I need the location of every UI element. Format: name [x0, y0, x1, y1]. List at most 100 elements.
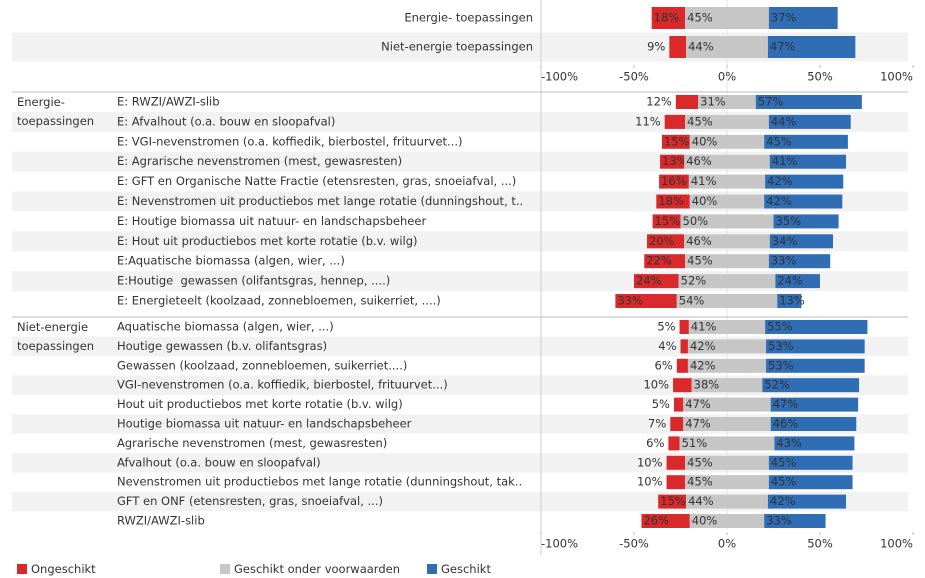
- category-label: E: Afvalhout (o.a. bouw en sloopafval): [117, 114, 335, 128]
- bar-segment: [689, 194, 765, 209]
- data-label: 52%: [681, 274, 707, 288]
- bar-segment: [679, 320, 689, 334]
- category-label: Aquatische biomassa (algen, wier, ...): [117, 320, 334, 334]
- data-label: 13%: [779, 294, 805, 308]
- bar-segment: [668, 436, 680, 451]
- bar-segment: [766, 339, 865, 354]
- bar-segment: [689, 134, 765, 149]
- x-tick-label: 50%: [807, 70, 833, 84]
- data-label: 11%: [635, 114, 661, 128]
- bar-segment: [769, 234, 834, 249]
- data-label: 42%: [770, 494, 796, 508]
- bar-segment: [651, 7, 686, 29]
- bar-segment: [661, 134, 690, 149]
- x-tick-label: 100%: [880, 537, 913, 551]
- data-label: 47%: [685, 417, 711, 431]
- bar-segment: [765, 174, 844, 189]
- data-label: 22%: [646, 254, 672, 268]
- category-label: Gewassen (koolzaad, zonnebloemen, suiker…: [117, 358, 407, 372]
- bar-segment: [666, 475, 686, 490]
- bar-segment: [659, 174, 689, 189]
- data-label: 47%: [773, 397, 799, 411]
- bar-segment: [770, 397, 859, 412]
- data-label: 53%: [768, 358, 794, 372]
- bar-segment: [664, 114, 686, 129]
- legend-swatch: [220, 564, 230, 574]
- bar-segment: [684, 154, 770, 169]
- bar-segment: [685, 114, 769, 129]
- data-label: 41%: [772, 154, 798, 168]
- bar-segment: [687, 358, 767, 373]
- bar-segment: [684, 234, 770, 249]
- data-label: 10%: [637, 475, 663, 489]
- data-label: 46%: [686, 234, 712, 248]
- data-label: 42%: [766, 194, 792, 208]
- bar-segment: [676, 358, 688, 373]
- x-tick-label: -100%: [541, 70, 578, 84]
- bar-segment: [685, 7, 769, 29]
- category-label: Afvalhout (o.a. bouw en sloopafval): [117, 455, 321, 469]
- bar-segment: [673, 397, 684, 412]
- data-label: 51%: [682, 436, 708, 450]
- bar-segment: [770, 417, 857, 431]
- data-label: 24%: [777, 274, 803, 288]
- bar-segment: [685, 254, 769, 269]
- legend-swatch: [17, 564, 27, 574]
- bar-segment: [686, 36, 768, 58]
- data-label: 43%: [776, 436, 802, 450]
- x-tick-label: 0%: [718, 537, 736, 551]
- data-label: 53%: [768, 339, 794, 353]
- data-label: 18%: [658, 194, 684, 208]
- data-label: 42%: [690, 358, 716, 372]
- group-label: Niet-energie toepassingen: [17, 320, 95, 353]
- data-label: 45%: [687, 254, 713, 268]
- bar-segment: [656, 194, 690, 209]
- category-label: RWZI/AWZI-slib: [117, 514, 205, 528]
- category-label: E:Houtige gewassen (olifantsgras, hennep…: [117, 274, 390, 288]
- bar-segment: [768, 114, 851, 129]
- data-label: 10%: [643, 378, 669, 392]
- legend-label: Geschikt onder voorwaarden: [234, 562, 400, 576]
- data-label: 45%: [687, 475, 713, 489]
- data-label: 42%: [767, 174, 793, 188]
- data-label: 45%: [766, 134, 792, 148]
- data-label: 47%: [770, 40, 796, 54]
- data-label: 45%: [771, 475, 797, 489]
- bar-segment: [687, 339, 767, 354]
- data-label: 15%: [664, 134, 690, 148]
- data-label: 24%: [636, 274, 662, 288]
- bar-segment: [765, 320, 868, 334]
- data-label: 20%: [649, 234, 675, 248]
- data-label: 9%: [647, 40, 665, 54]
- bar-segment: [773, 214, 839, 229]
- bar-segment: [764, 134, 848, 149]
- x-tick-label: -50%: [619, 70, 649, 84]
- category-label: E: Agrarische nevenstromen (mest, gewasr…: [117, 154, 402, 168]
- bar-segment: [755, 95, 862, 109]
- data-label: 34%: [772, 234, 798, 248]
- bar-segment: [764, 514, 826, 528]
- x-tick-label: 100%: [880, 70, 913, 84]
- bar-segment: [774, 436, 855, 451]
- data-label: 41%: [691, 174, 717, 188]
- category-label: E: Hout uit productiebos met korte rotat…: [117, 234, 418, 248]
- bar-segment: [768, 254, 831, 269]
- data-label: 33%: [617, 294, 643, 308]
- bar-segment: [666, 455, 686, 470]
- group-label: Energie- toepassingen: [17, 95, 95, 128]
- data-label: 15%: [655, 214, 681, 228]
- data-label: 54%: [679, 294, 705, 308]
- bar-segment: [673, 378, 692, 393]
- data-label: 12%: [646, 95, 672, 109]
- data-label: 45%: [687, 114, 713, 128]
- data-label: 42%: [690, 339, 716, 353]
- bar-segment: [658, 494, 687, 509]
- bar-segment: [683, 417, 771, 431]
- bar-segment: [634, 274, 679, 289]
- category-label: Houtige biomassa uit natuur- en landscha…: [117, 417, 412, 431]
- category-label: GFT en ONF (etensresten, gras, snoeiafva…: [117, 494, 383, 508]
- category-label: E: GFT en Organische Natte Fractie (eten…: [117, 174, 516, 188]
- bar-segment: [698, 95, 756, 109]
- data-label: 44%: [688, 40, 714, 54]
